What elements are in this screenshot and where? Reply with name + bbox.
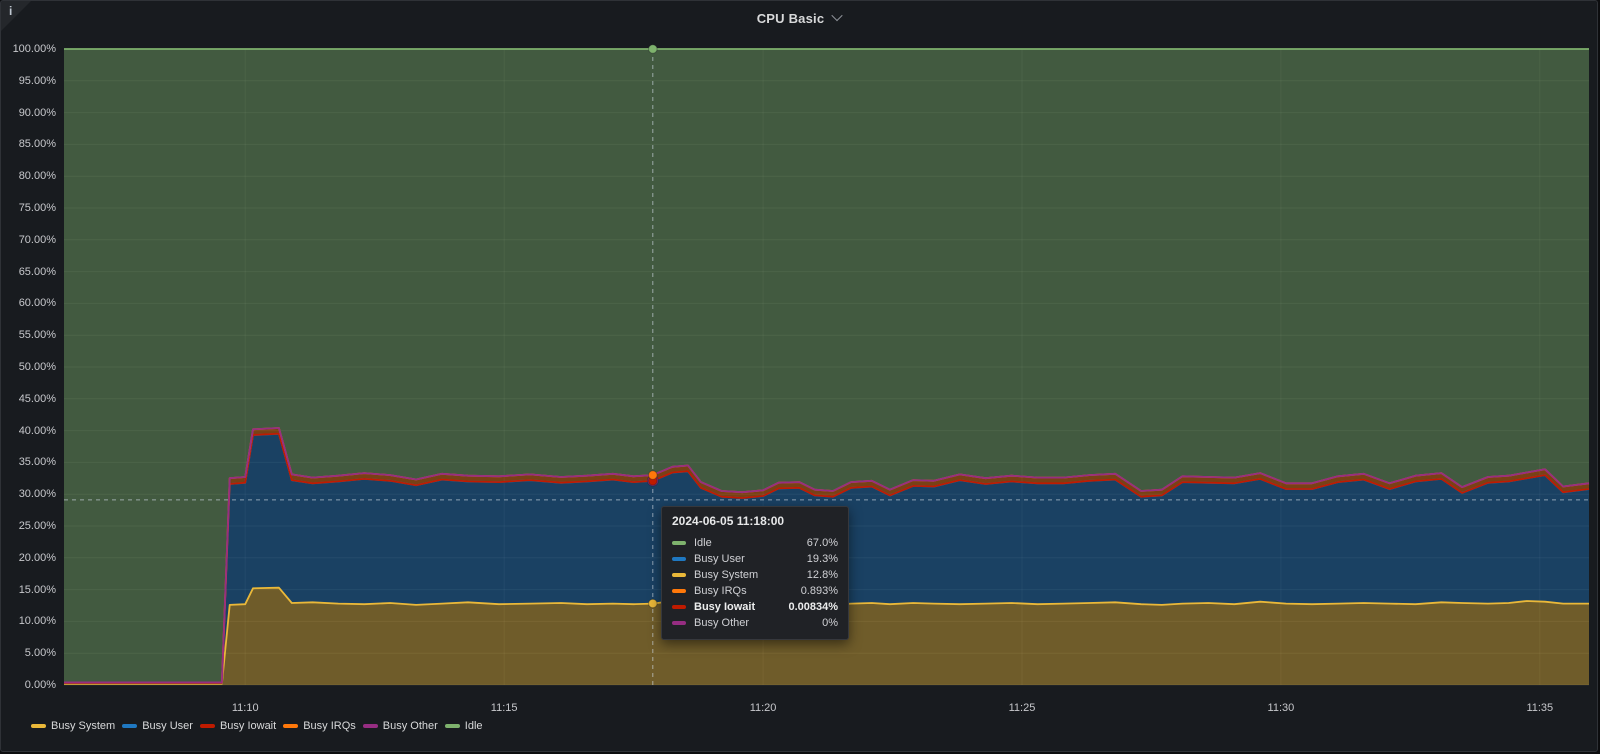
legend-label: Busy User [142,720,193,732]
plot-area[interactable] [64,44,1590,686]
hover-marker-idle [648,44,658,54]
y-tick-label: 45.00% [18,392,56,405]
info-icon[interactable]: i [9,4,13,18]
legend-label: Busy Other [382,720,438,732]
hover-marker-busy-system [648,598,658,609]
legend-item-busy-other[interactable]: Busy Other [362,720,438,732]
line-busy-other [64,427,1590,684]
y-tick-label: 100.00% [12,43,56,55]
y-tick-label: 10.00% [18,615,56,628]
legend-label: Busy Iowait [219,720,277,732]
legend-dash-icon [122,724,138,728]
y-tick-label: 50.00% [18,361,56,373]
legend-dash-icon [444,724,460,728]
y-tick-label: 35.00% [18,456,56,469]
y-tick-label: 55.00% [18,329,56,342]
y-tick-label: 15.00% [18,583,56,596]
line-busy-system [64,586,1589,685]
y-tick-label: 20.00% [18,551,56,564]
stacked-area-chart[interactable] [64,44,1590,686]
y-tick-label: 40.00% [18,424,56,437]
legend-dash-icon [31,724,46,728]
legend-dash-icon [362,724,378,728]
area-idle [64,49,1589,683]
y-tick-label: 30.00% [18,488,56,501]
legend: Busy System Busy User Busy Iowait Busy IRQs… [31,720,483,732]
legend-dash-icon [199,724,215,728]
y-tick-label: 70.00% [18,233,56,246]
legend-item-busy-irqs[interactable]: Busy IRQs [283,720,356,732]
y-tick-label: 25.00% [18,520,56,532]
legend-label: Busy IRQs [303,720,356,732]
y-tick-label: 85.00% [18,138,56,151]
y-tick-label: 60.00% [18,297,56,310]
panel-header[interactable]: CPU Basic [1,1,1597,35]
y-tick-label: 75.00% [18,202,56,214]
legend-item-busy-iowait[interactable]: Busy Iowait [199,720,277,732]
x-tick-label: 11:20 [749,702,777,714]
panel-title[interactable]: CPU Basic [756,10,825,26]
line-busy-iowait [64,432,1590,684]
legend-item-busy-user[interactable]: Busy User [122,720,193,732]
x-tick-label: 11:15 [490,702,518,714]
x-tick-label: 11:25 [1008,702,1036,714]
legend-label: Busy System [51,720,116,732]
chevron-down-icon[interactable] [831,9,843,21]
x-tick-label: 11:30 [1267,702,1295,714]
y-tick-label: 65.00% [18,265,56,278]
hover-marker-busy-irqs [648,470,658,480]
panel-info-corner[interactable] [1,1,31,31]
y-tick-label: 80.00% [18,170,56,183]
legend-label: Idle [464,720,483,732]
x-tick-label: 11:35 [1526,702,1554,714]
y-tick-label: 5.00% [24,647,56,660]
y-tick-label: 0.00% [24,679,56,691]
y-tick-label: 90.00% [18,106,56,119]
legend-item-idle[interactable]: Idle [444,720,483,732]
legend-dash-icon [283,724,299,728]
x-tick-label: 11:10 [231,702,259,714]
y-tick-label: 95.00% [18,74,56,87]
legend-item-busy-system[interactable]: Busy System [31,720,115,732]
